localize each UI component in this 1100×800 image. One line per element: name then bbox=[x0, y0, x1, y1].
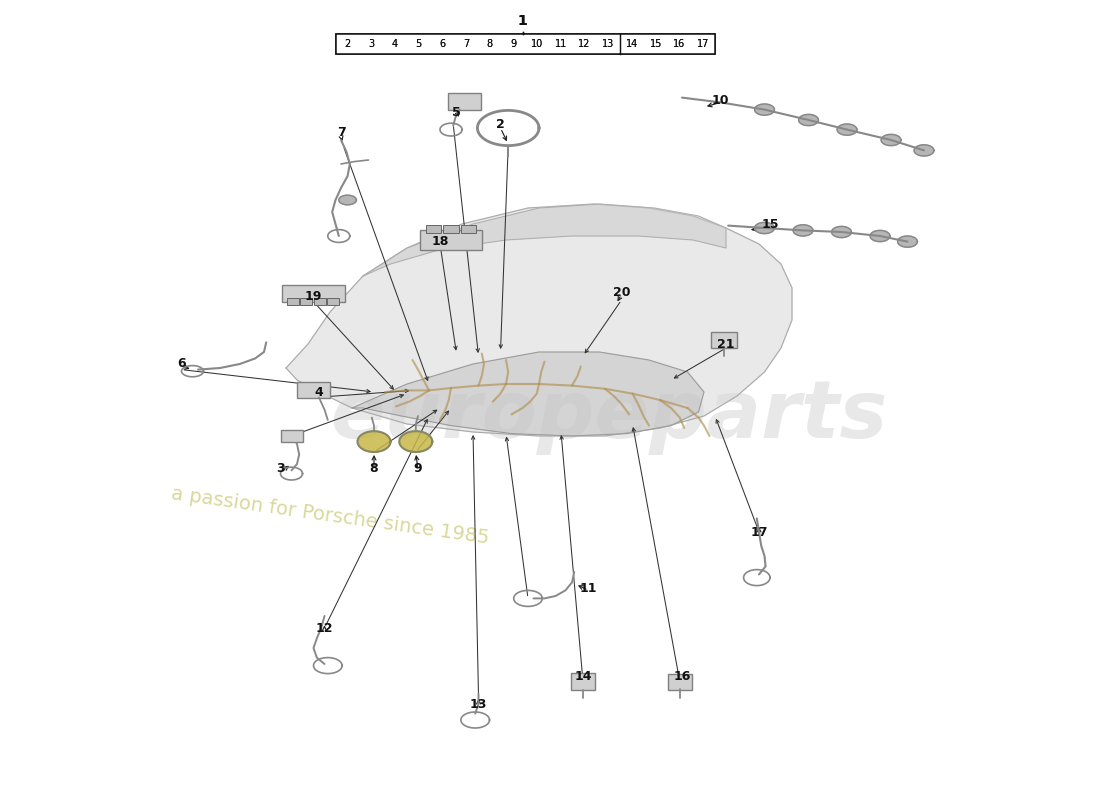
Text: a passion for Porsche since 1985: a passion for Porsche since 1985 bbox=[170, 484, 491, 548]
FancyBboxPatch shape bbox=[443, 225, 459, 233]
FancyBboxPatch shape bbox=[314, 298, 326, 305]
FancyBboxPatch shape bbox=[419, 230, 482, 250]
Polygon shape bbox=[914, 145, 934, 156]
Text: 7: 7 bbox=[463, 39, 469, 50]
Text: 5: 5 bbox=[416, 39, 421, 50]
Text: 10: 10 bbox=[531, 39, 543, 50]
Text: 4: 4 bbox=[392, 39, 398, 50]
Text: 12: 12 bbox=[316, 622, 333, 634]
Text: 1: 1 bbox=[518, 14, 527, 28]
Text: 1: 1 bbox=[518, 14, 527, 28]
Polygon shape bbox=[799, 114, 818, 126]
Polygon shape bbox=[399, 431, 432, 452]
Polygon shape bbox=[286, 204, 792, 436]
Text: 15: 15 bbox=[649, 39, 662, 50]
FancyBboxPatch shape bbox=[336, 34, 715, 54]
Text: 16: 16 bbox=[673, 39, 685, 50]
Polygon shape bbox=[837, 124, 857, 135]
Text: 4: 4 bbox=[315, 386, 323, 398]
Text: 14: 14 bbox=[626, 39, 638, 50]
Text: 14: 14 bbox=[626, 39, 638, 50]
Text: 21: 21 bbox=[717, 338, 735, 350]
FancyBboxPatch shape bbox=[461, 225, 476, 233]
Text: 2: 2 bbox=[344, 39, 351, 50]
Text: 3: 3 bbox=[368, 39, 374, 50]
Text: 14: 14 bbox=[574, 670, 592, 682]
Text: 15: 15 bbox=[649, 39, 662, 50]
Text: 13: 13 bbox=[602, 39, 615, 50]
Text: 2: 2 bbox=[344, 39, 351, 50]
FancyBboxPatch shape bbox=[282, 285, 344, 302]
Text: 15: 15 bbox=[761, 218, 779, 230]
Text: 16: 16 bbox=[673, 670, 691, 682]
Text: 13: 13 bbox=[602, 39, 615, 50]
Text: 13: 13 bbox=[470, 698, 487, 710]
FancyBboxPatch shape bbox=[280, 430, 302, 442]
Text: 17: 17 bbox=[697, 39, 710, 50]
Text: 2: 2 bbox=[496, 118, 505, 130]
Text: 19: 19 bbox=[305, 290, 322, 302]
Text: 12: 12 bbox=[579, 39, 591, 50]
Polygon shape bbox=[793, 225, 813, 236]
FancyBboxPatch shape bbox=[287, 298, 299, 305]
Text: 6: 6 bbox=[439, 39, 446, 50]
Text: 20: 20 bbox=[613, 286, 630, 298]
Text: 3: 3 bbox=[368, 39, 374, 50]
Polygon shape bbox=[832, 226, 851, 238]
Text: 12: 12 bbox=[579, 39, 591, 50]
Text: 16: 16 bbox=[673, 39, 685, 50]
Polygon shape bbox=[363, 204, 726, 276]
Polygon shape bbox=[881, 134, 901, 146]
Text: 4: 4 bbox=[392, 39, 398, 50]
FancyBboxPatch shape bbox=[426, 225, 441, 233]
Text: 9: 9 bbox=[510, 39, 517, 50]
Text: 5: 5 bbox=[452, 106, 461, 118]
Polygon shape bbox=[339, 195, 356, 205]
Text: 6: 6 bbox=[439, 39, 446, 50]
FancyBboxPatch shape bbox=[571, 673, 595, 690]
FancyBboxPatch shape bbox=[448, 93, 481, 110]
Text: 8: 8 bbox=[486, 39, 493, 50]
FancyBboxPatch shape bbox=[711, 332, 737, 348]
Text: 10: 10 bbox=[712, 94, 729, 106]
Text: 11: 11 bbox=[554, 39, 566, 50]
Text: 6: 6 bbox=[177, 358, 186, 370]
Text: 9: 9 bbox=[414, 462, 422, 474]
Text: 17: 17 bbox=[697, 39, 710, 50]
Text: 10: 10 bbox=[531, 39, 543, 50]
Polygon shape bbox=[755, 104, 774, 115]
Text: 9: 9 bbox=[510, 39, 517, 50]
Polygon shape bbox=[870, 230, 890, 242]
Text: 8: 8 bbox=[370, 462, 378, 474]
Text: 18: 18 bbox=[431, 235, 449, 248]
Text: 11: 11 bbox=[580, 582, 597, 594]
FancyBboxPatch shape bbox=[327, 298, 339, 305]
Polygon shape bbox=[352, 352, 704, 436]
Text: 3: 3 bbox=[276, 462, 285, 474]
Text: 17: 17 bbox=[750, 526, 768, 538]
Polygon shape bbox=[755, 222, 774, 234]
Text: 7: 7 bbox=[337, 126, 345, 138]
FancyBboxPatch shape bbox=[300, 298, 312, 305]
Text: europeparts: europeparts bbox=[330, 377, 888, 455]
FancyBboxPatch shape bbox=[297, 382, 330, 398]
Text: 8: 8 bbox=[486, 39, 493, 50]
Text: 11: 11 bbox=[554, 39, 566, 50]
Text: 7: 7 bbox=[463, 39, 469, 50]
Polygon shape bbox=[358, 431, 390, 452]
FancyBboxPatch shape bbox=[336, 34, 715, 54]
Text: 5: 5 bbox=[416, 39, 421, 50]
Polygon shape bbox=[898, 236, 917, 247]
FancyBboxPatch shape bbox=[668, 674, 692, 690]
